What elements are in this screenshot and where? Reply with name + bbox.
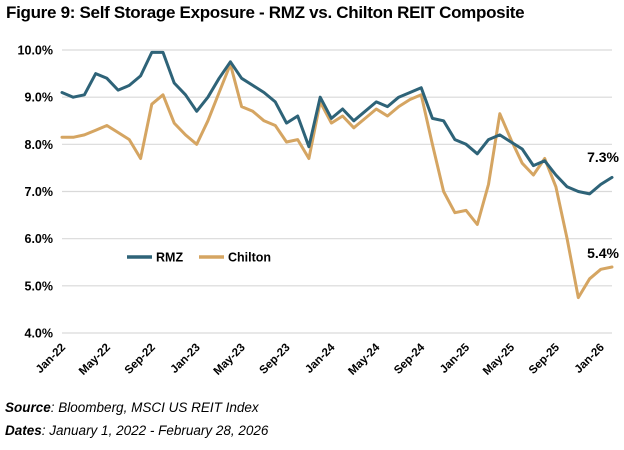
y-tick-label: 5.0% — [25, 279, 54, 293]
y-tick-label: 9.0% — [25, 91, 54, 105]
source-note: Source: Bloomberg, MSCI US REIT Index — [5, 400, 259, 415]
x-tick-label: Sep-25 — [527, 341, 563, 377]
x-tick-label: Sep-23 — [257, 342, 292, 377]
x-tick-label: May-25 — [481, 341, 517, 377]
y-tick-label: 6.0% — [25, 232, 54, 246]
dates-note: Dates: January 1, 2022 - February 28, 20… — [5, 423, 268, 438]
y-tick-label: 4.0% — [25, 327, 54, 341]
y-tick-label: 7.0% — [25, 185, 54, 199]
series-line-rmz — [60, 50, 614, 196]
x-tick-label: Jan-22 — [34, 342, 68, 376]
dates-label: Dates — [5, 423, 42, 438]
y-tick-label: 8.0% — [25, 138, 54, 152]
dates-text: : January 1, 2022 - February 28, 2026 — [41, 423, 269, 438]
x-tick-label: Jan-25 — [438, 341, 473, 376]
source-label: Source — [5, 400, 51, 415]
x-tick-label: May-22 — [77, 342, 113, 378]
source-text: : Bloomberg, MSCI US REIT Index — [50, 400, 259, 415]
x-tick-label: Jan-23 — [169, 342, 203, 376]
line-chart-canvas: 10.0% 9.0% 8.0% 7.0% 6.0% 5.0% 4.0%Jan-22 May-2… — [18, 44, 614, 378]
rmz-end-value-label: 7.3% — [587, 149, 619, 165]
chart-title: Figure 9: Self Storage Exposure - RMZ vs… — [6, 3, 525, 22]
x-tick-label: Sep-22 — [123, 342, 158, 377]
chilton-end-value-label: 5.4% — [587, 245, 619, 261]
x-tick-label: May-23 — [212, 342, 248, 378]
x-tick-label: Sep-24 — [392, 341, 428, 377]
x-tick-label: May-24 — [346, 341, 382, 377]
x-tick-label: Jan-26 — [573, 342, 607, 376]
x-tick-label: Jan-24 — [303, 341, 338, 376]
legend-label-chilton: Chilton — [228, 251, 271, 265]
y-tick-label: 10.0% — [18, 44, 53, 58]
series-line-chilton — [60, 62, 614, 300]
legend-label-rmz: RMZ — [156, 251, 183, 265]
